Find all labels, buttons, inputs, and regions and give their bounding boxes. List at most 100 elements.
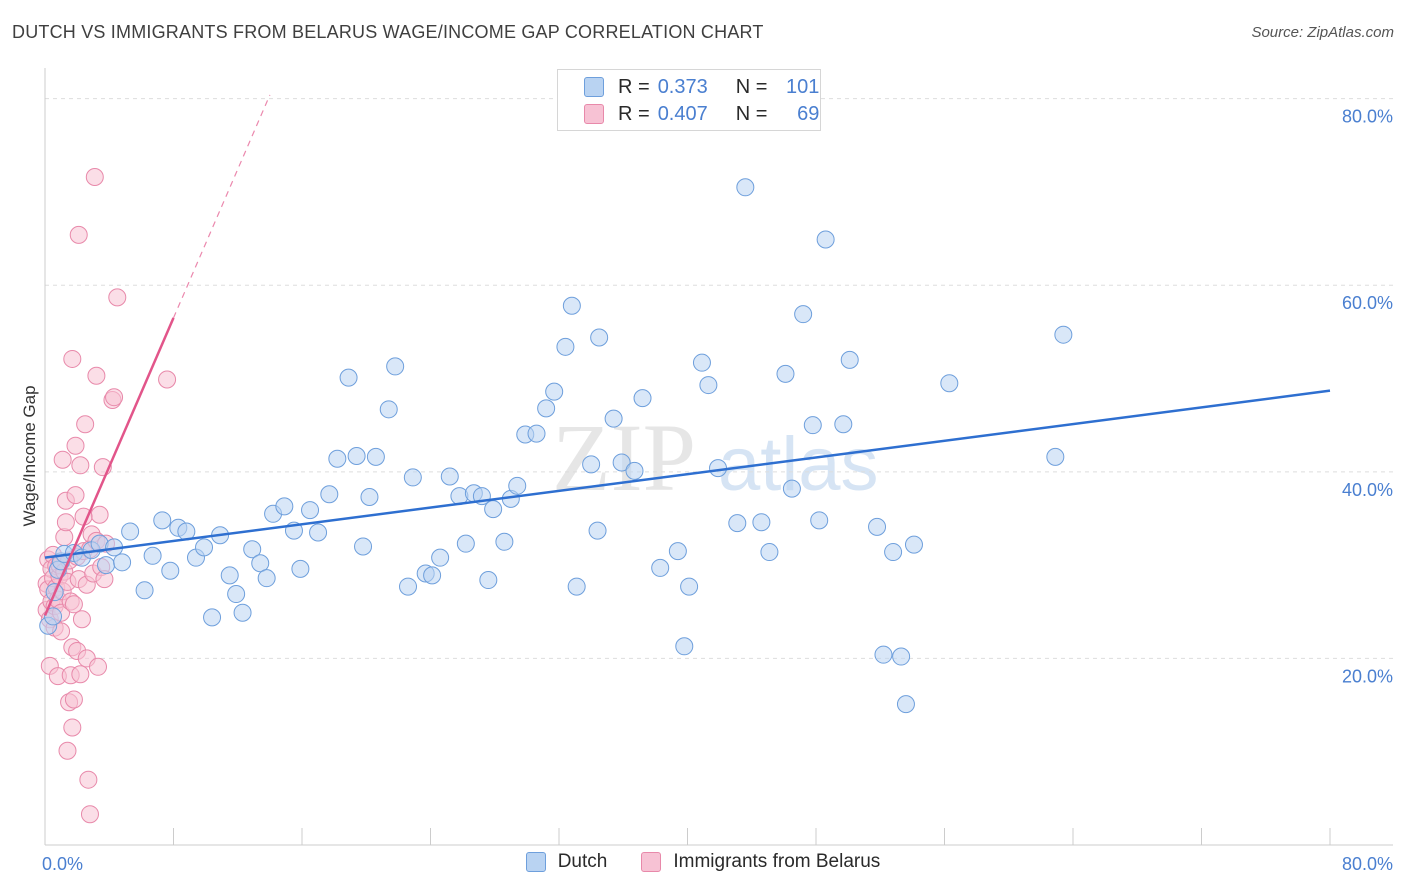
legend-n-value: 69: [797, 102, 820, 125]
belarus-points: [37, 168, 177, 824]
dutch-point: [347, 446, 366, 465]
dutch-point: [484, 500, 503, 519]
dutch-point: [728, 514, 747, 533]
dutch-point: [379, 400, 398, 419]
legend-item-dutch[interactable]: Dutch: [525, 851, 608, 873]
dutch-point: [556, 337, 575, 356]
dutch-point: [227, 585, 246, 604]
legend-r-label: R =: [618, 75, 650, 98]
dutch-point: [680, 577, 699, 596]
dutch-point: [195, 538, 214, 557]
dutch-point: [545, 382, 564, 401]
dutch-point: [161, 561, 180, 580]
belarus-point: [80, 805, 99, 824]
tick-labels: 20.0% 40.0% 60.0% 80.0% 0.0% 80.0%: [42, 107, 1393, 874]
belarus-trend-line: [43, 317, 175, 616]
dutch-point: [508, 476, 527, 495]
dutch-point: [456, 534, 475, 553]
dutch-point: [884, 543, 903, 562]
dutch-point: [113, 553, 132, 572]
legend-n-label: N =: [735, 75, 768, 98]
dutch-point: [360, 488, 379, 507]
legend-r-value: 0.407: [657, 102, 708, 125]
dutch-point: [776, 364, 795, 383]
belarus-point: [87, 366, 106, 385]
belarus-point: [71, 456, 90, 475]
dutch-point: [562, 296, 581, 315]
dutch-point: [309, 523, 328, 542]
dutch-point: [668, 542, 687, 561]
dutch-point: [588, 521, 607, 540]
belarus-point: [55, 528, 74, 547]
belarus-point: [158, 370, 177, 389]
dutch-point: [339, 368, 358, 387]
dutch-point: [590, 328, 609, 347]
belarus-point: [79, 770, 98, 789]
dutch-point: [479, 571, 498, 590]
dutch-point: [135, 581, 154, 600]
belarus-trend-extension: [172, 94, 271, 319]
dutch-swatch: [584, 77, 604, 97]
y-tick-label: 20.0%: [1342, 666, 1393, 686]
dutch-point: [940, 374, 959, 393]
belarus-swatch: [641, 852, 662, 872]
correlation-legend: R = 0.373 N = 101 R = 0.407 N = 69: [557, 69, 821, 131]
dutch-point: [320, 485, 339, 504]
dutch-point: [736, 178, 755, 197]
belarus-point: [89, 657, 108, 676]
belarus-point: [64, 595, 83, 614]
dutch-point: [203, 608, 222, 627]
zipatlas-watermark: ZIP atlas: [552, 404, 879, 511]
belarus-point: [105, 388, 124, 407]
dutch-point: [275, 497, 294, 516]
dutch-point: [97, 556, 116, 575]
dutch-point: [220, 566, 239, 585]
dutch-point: [257, 569, 276, 588]
dutch-point: [868, 517, 887, 536]
belarus-point: [64, 690, 83, 709]
dutch-point: [782, 479, 801, 498]
dutch-point: [892, 647, 911, 666]
legend-n-label: N =: [735, 102, 768, 125]
belarus-point: [72, 610, 91, 629]
dutch-point: [1046, 447, 1065, 466]
legend-n-value: 101: [786, 75, 820, 98]
chart-title: DUTCH VS IMMIGRANTS FROM BELARUS WAGE/IN…: [12, 22, 764, 42]
dutch-point: [399, 577, 418, 596]
dutch-point: [604, 409, 623, 428]
belarus-point: [56, 513, 75, 532]
trend-lines: [43, 94, 1331, 616]
dutch-point: [709, 459, 728, 478]
dutch-point: [803, 416, 822, 435]
dutch-point: [301, 501, 320, 520]
belarus-point: [63, 349, 82, 368]
dutch-point: [143, 546, 162, 565]
dutch-point: [153, 511, 172, 530]
dutch-point: [527, 424, 546, 443]
y-tick-label: 60.0%: [1342, 293, 1393, 313]
dutch-point: [896, 695, 915, 714]
dutch-point: [251, 554, 270, 573]
dutch-point: [386, 357, 405, 376]
dutch-point: [760, 543, 779, 562]
legend-r-label: R =: [618, 102, 650, 125]
dutch-point: [431, 548, 450, 567]
dutch-point: [495, 532, 514, 551]
dutch-point: [816, 230, 835, 249]
legend-r-value: 0.373: [657, 75, 708, 98]
dutch-swatch: [525, 852, 546, 872]
legend-item-belarus[interactable]: Immigrants from Belarus: [641, 851, 880, 873]
belarus-point: [58, 741, 77, 760]
dutch-point: [243, 540, 262, 559]
legend-label-dutch: Dutch: [557, 851, 608, 872]
y-tick-label: 80.0%: [1342, 107, 1393, 127]
dutch-point: [121, 522, 140, 541]
dutch-point: [440, 467, 459, 486]
dutch-point: [612, 453, 631, 472]
belarus-point: [76, 415, 95, 434]
dutch-point: [403, 468, 422, 487]
legend-label-belarus: Immigrants from Belarus: [673, 851, 881, 872]
dutch-point: [328, 449, 347, 468]
dutch-point: [675, 637, 694, 656]
